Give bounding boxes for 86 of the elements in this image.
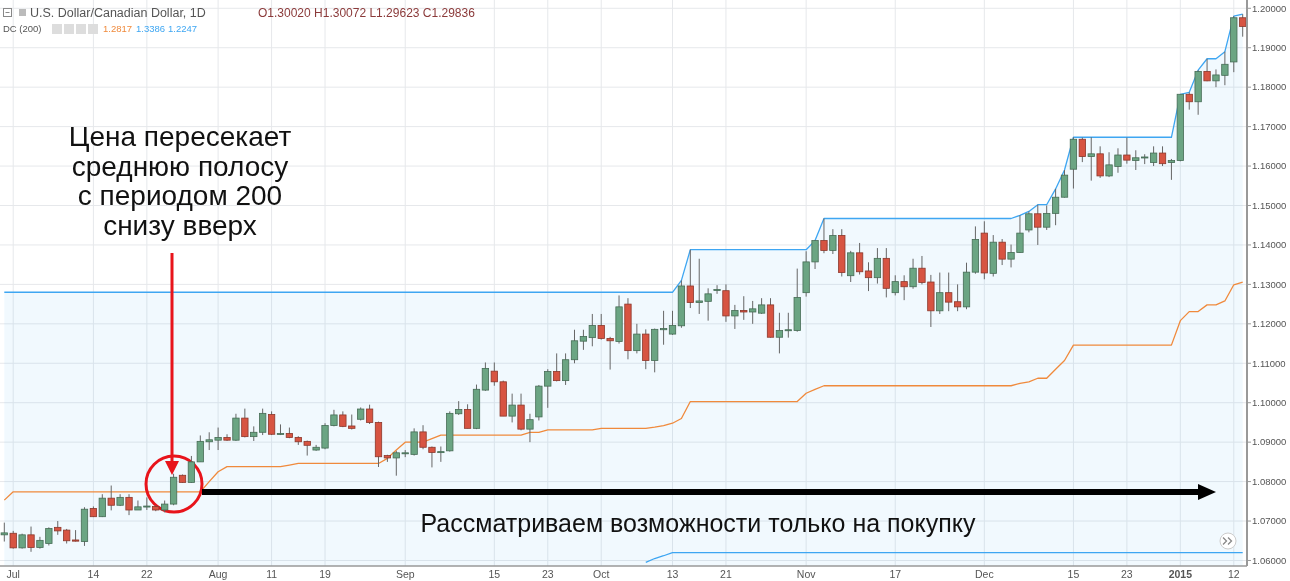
candlestick bbox=[1239, 13, 1247, 38]
y-tick-label: 1.13000 bbox=[1252, 278, 1287, 290]
annotation: 1.2247 bbox=[168, 23, 198, 34]
line-series bbox=[3, 281, 1244, 501]
candlestick bbox=[740, 295, 748, 321]
y-tick-label: 1.18000 bbox=[1252, 81, 1287, 93]
x-tick-label: Nov bbox=[796, 568, 817, 580]
candlestick bbox=[463, 403, 472, 429]
y-tick-label: 1.15000 bbox=[1252, 199, 1287, 211]
candlestick bbox=[856, 242, 864, 276]
annotation: Рассматриваем возможности только на покупку bbox=[420, 509, 976, 537]
y-tick-label: 1.09000 bbox=[1252, 436, 1287, 448]
candlestick bbox=[1203, 58, 1211, 82]
x-tick-label: 17 bbox=[889, 568, 902, 580]
candlestick bbox=[27, 526, 35, 553]
candlestick bbox=[1096, 145, 1104, 179]
candlestick bbox=[1123, 137, 1131, 165]
line-series bbox=[645, 551, 1244, 564]
candlestick bbox=[241, 408, 249, 438]
candlestick bbox=[437, 445, 445, 463]
annotation: Цена пересекает среднюю полосу с периодом 200 снизу вверх bbox=[68, 121, 292, 241]
y-tick-label: 1.08000 bbox=[1252, 475, 1287, 487]
annotation: 1.2817 bbox=[103, 23, 133, 34]
candlestick bbox=[829, 228, 837, 255]
candlestick bbox=[891, 274, 899, 296]
y-tick-label: 1.16000 bbox=[1252, 160, 1287, 172]
annotation: 1.3386 bbox=[136, 23, 166, 34]
candlestick bbox=[107, 485, 115, 511]
x-tick-label: Dec bbox=[974, 568, 994, 580]
candlestick bbox=[998, 238, 1006, 266]
candlestick bbox=[668, 310, 677, 336]
x-tick-label: 11 bbox=[266, 568, 278, 580]
x-tick-label: 13 bbox=[666, 568, 679, 580]
x-tick-label: 14 bbox=[87, 568, 100, 580]
candlestick bbox=[526, 413, 534, 443]
candlestick bbox=[1034, 204, 1042, 246]
candlestick bbox=[365, 404, 374, 425]
x-tick-label: 12 bbox=[1227, 568, 1240, 580]
candlestick bbox=[1060, 169, 1069, 199]
candlestick bbox=[864, 261, 873, 292]
x-tick-label: 22 bbox=[141, 568, 153, 580]
y-tick-label: 1.11000 bbox=[1252, 357, 1286, 369]
x-tick-label: 21 bbox=[720, 568, 732, 580]
x-tick-label: 23 bbox=[541, 568, 554, 580]
candlestick bbox=[1087, 136, 1095, 182]
y-tick-label: 1.10000 bbox=[1252, 397, 1287, 409]
candlestick bbox=[900, 274, 908, 301]
candlestick bbox=[713, 284, 721, 295]
candlestick bbox=[561, 352, 570, 386]
y-tick-label: 1.14000 bbox=[1252, 239, 1287, 251]
candlestick bbox=[481, 361, 489, 392]
candlestick bbox=[847, 250, 855, 283]
x-tick-label: Sep bbox=[395, 568, 415, 580]
y-tick-label: 1.07000 bbox=[1252, 515, 1287, 527]
candlestick bbox=[1025, 210, 1033, 233]
text: U.S. Dollar/Canadian Dollar, 1D bbox=[30, 6, 206, 20]
candlestick bbox=[553, 352, 561, 382]
candlestick bbox=[686, 249, 694, 309]
y-tick-label: 1.17000 bbox=[1252, 120, 1287, 132]
y-tick-label: 1.19000 bbox=[1252, 42, 1287, 54]
x-tick-label: 15 bbox=[488, 568, 501, 580]
annotation: O1.30020 H1.30072 L1.29623 C1.29836 bbox=[258, 6, 476, 20]
candlestick bbox=[936, 272, 944, 315]
candlestick bbox=[125, 493, 133, 516]
x-tick-label: Aug bbox=[208, 568, 228, 580]
x-tick-label: 19 bbox=[319, 568, 332, 580]
candlestick bbox=[731, 304, 739, 330]
candlestick bbox=[1078, 137, 1086, 163]
candlestick bbox=[232, 413, 240, 442]
y-tick-label: 1.20000 bbox=[1252, 2, 1287, 14]
y-tick-label: 1.12000 bbox=[1252, 318, 1287, 330]
candlestick bbox=[0, 522, 8, 543]
candlestick bbox=[508, 393, 516, 423]
candlestick bbox=[909, 258, 917, 290]
annotation: DC (200) bbox=[3, 23, 42, 34]
x-tick-label: Jul bbox=[6, 568, 20, 580]
candlestick bbox=[820, 218, 828, 254]
x-tick-label: 15 bbox=[1067, 568, 1080, 580]
x-tick-label: 2015 bbox=[1168, 568, 1193, 580]
x-tick-label: 23 bbox=[1121, 568, 1133, 580]
candlestick bbox=[633, 323, 641, 354]
x-tick-label: Oct bbox=[593, 568, 610, 580]
candlestick bbox=[570, 329, 579, 364]
y-tick-label: 1.06000 bbox=[1252, 554, 1287, 566]
candlestick bbox=[1158, 145, 1167, 167]
candlestick bbox=[873, 247, 882, 285]
